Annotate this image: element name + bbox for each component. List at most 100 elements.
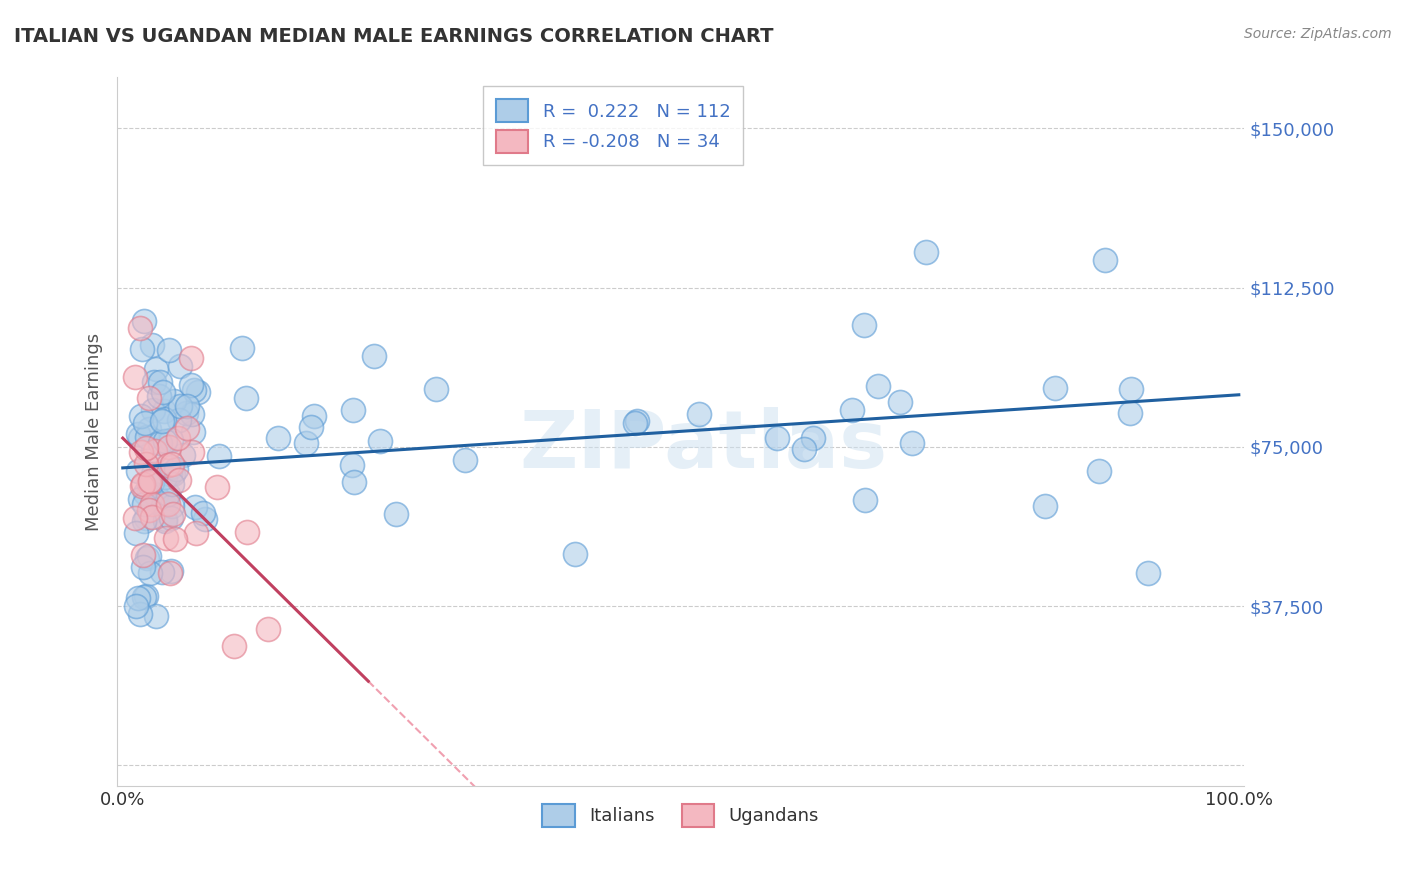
Point xyxy=(1119,382,1142,396)
Point xyxy=(162,467,184,481)
Text: ITALIAN VS UGANDAN MEDIAN MALE EARNINGS CORRELATION CHART: ITALIAN VS UGANDAN MEDIAN MALE EARNINGS … xyxy=(14,27,773,45)
Point xyxy=(153,412,176,426)
Point xyxy=(149,436,172,450)
Point xyxy=(295,436,318,450)
Point xyxy=(125,599,148,613)
Point xyxy=(134,486,156,500)
Point xyxy=(368,434,391,449)
Point xyxy=(135,430,157,444)
Point xyxy=(167,413,190,427)
Point xyxy=(152,413,174,427)
Text: Source: ZipAtlas.com: Source: ZipAtlas.com xyxy=(1244,27,1392,41)
Point xyxy=(139,566,162,581)
Point xyxy=(155,531,177,545)
Point xyxy=(208,449,231,463)
Point xyxy=(868,379,890,393)
Point xyxy=(425,382,447,396)
Point xyxy=(131,445,153,459)
Point xyxy=(176,421,198,435)
Point xyxy=(135,550,157,565)
Point xyxy=(160,458,183,472)
Point xyxy=(162,507,184,521)
Point xyxy=(236,525,259,540)
Point xyxy=(157,497,180,511)
Point xyxy=(162,499,184,513)
Point xyxy=(131,560,153,574)
Point xyxy=(1033,500,1056,514)
Point xyxy=(155,434,177,449)
Point xyxy=(132,515,155,529)
Point xyxy=(150,497,173,511)
Point xyxy=(132,313,155,327)
Point xyxy=(180,378,202,392)
Point xyxy=(159,566,181,581)
Point xyxy=(152,385,174,400)
Point xyxy=(363,349,385,363)
Point xyxy=(901,436,924,450)
Point xyxy=(132,498,155,512)
Point xyxy=(155,512,177,526)
Point xyxy=(340,458,363,472)
Point xyxy=(165,462,187,476)
Point xyxy=(143,375,166,389)
Point xyxy=(138,391,160,405)
Point xyxy=(157,343,180,357)
Point xyxy=(257,623,280,637)
Point xyxy=(235,391,257,405)
Point xyxy=(342,403,364,417)
Point xyxy=(128,321,150,335)
Point xyxy=(169,399,191,413)
Point xyxy=(186,526,208,541)
Point xyxy=(153,497,176,511)
Point xyxy=(157,487,180,501)
Point xyxy=(1043,381,1066,395)
Point xyxy=(127,591,149,606)
Point xyxy=(135,441,157,455)
Point xyxy=(915,244,938,259)
Point xyxy=(125,525,148,540)
Point xyxy=(127,464,149,478)
Point xyxy=(169,359,191,373)
Point xyxy=(193,506,215,520)
Point xyxy=(853,493,876,508)
Point xyxy=(157,440,180,454)
Point xyxy=(148,389,170,403)
Point xyxy=(155,496,177,510)
Point xyxy=(152,403,174,417)
Point xyxy=(801,431,824,445)
Point xyxy=(142,467,165,481)
Point xyxy=(167,473,190,487)
Point xyxy=(134,416,156,430)
Point xyxy=(160,460,183,475)
Point xyxy=(167,431,190,445)
Point xyxy=(145,488,167,502)
Point xyxy=(224,640,246,654)
Point xyxy=(131,342,153,356)
Point xyxy=(165,532,187,546)
Point xyxy=(187,385,209,400)
Point xyxy=(852,318,875,333)
Point xyxy=(299,420,322,434)
Point xyxy=(135,457,157,471)
Point xyxy=(131,409,153,423)
Point xyxy=(1118,406,1140,420)
Point xyxy=(157,458,180,472)
Point xyxy=(128,607,150,621)
Point xyxy=(889,395,911,409)
Point xyxy=(128,431,150,445)
Point xyxy=(1087,464,1109,478)
Point xyxy=(1137,566,1160,580)
Point xyxy=(841,403,863,417)
Point xyxy=(132,590,155,604)
Point xyxy=(138,422,160,436)
Point xyxy=(142,442,165,457)
Point xyxy=(159,467,181,481)
Point xyxy=(141,475,163,489)
Text: ZIPatlas: ZIPatlas xyxy=(519,407,887,485)
Point xyxy=(194,512,217,526)
Point xyxy=(163,393,186,408)
Point xyxy=(138,476,160,491)
Point xyxy=(174,406,197,420)
Point xyxy=(127,426,149,441)
Point xyxy=(132,548,155,562)
